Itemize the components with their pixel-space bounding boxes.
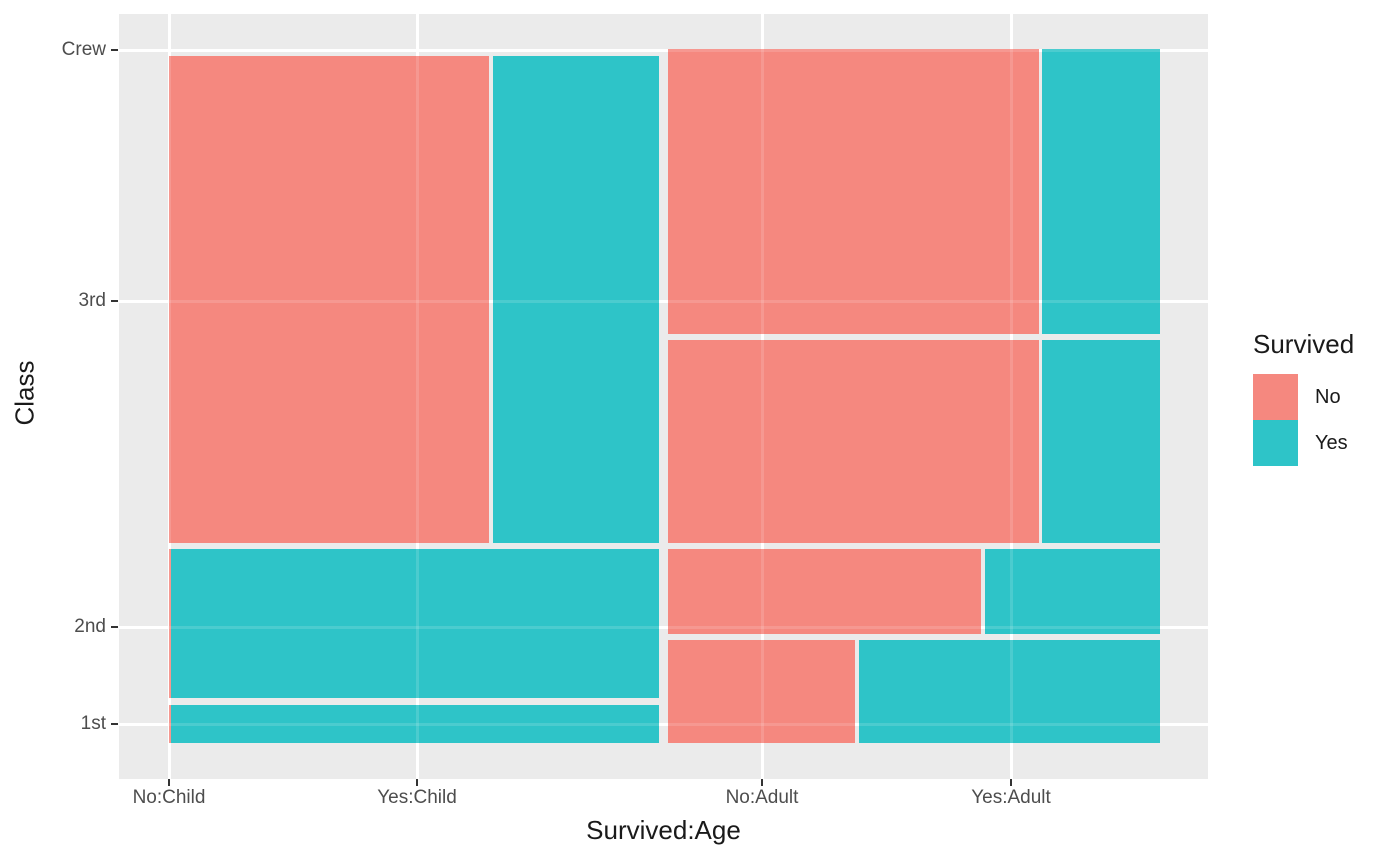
- legend-entry-no: No: [1253, 374, 1354, 420]
- legend-label-no: No: [1315, 385, 1341, 408]
- y-tick-label: 3rd: [78, 290, 106, 311]
- mosaic-cell-3rd-yes-adult: [1042, 340, 1160, 543]
- mosaic-cell-3rd-no-adult: [668, 340, 1039, 543]
- x-tick-label: No:Adult: [725, 787, 799, 808]
- major-gridline-horizontal: [119, 626, 1208, 629]
- legend-swatch-no: [1253, 374, 1298, 420]
- mosaic-cell-1st-yes-adult: [859, 640, 1160, 743]
- x-tick-label: Yes:Adult: [971, 787, 1051, 808]
- y-tick-label: Crew: [61, 39, 106, 60]
- gridline-overlay-horizontal: [119, 300, 1208, 303]
- y-axis-tick: [111, 626, 118, 628]
- legend-entry-yes: Yes: [1253, 420, 1354, 466]
- legend-label-yes: Yes: [1315, 431, 1348, 454]
- gridline-overlay-horizontal: [119, 626, 1208, 629]
- plot-panel: [119, 14, 1208, 779]
- y-axis-tick: [111, 300, 118, 302]
- gridline-overlay-vertical: [1010, 14, 1013, 779]
- mosaic-cell-3rd-yes-child: [493, 56, 659, 543]
- legend: Survived No Yes: [1253, 330, 1354, 466]
- mosaic-cell-1st-no-adult: [668, 640, 855, 743]
- mosaic-cell-1st-no-child: [169, 705, 171, 743]
- mosaic-cell-1st-yes-child: [171, 705, 659, 743]
- mosaic-cell-2nd-yes-adult: [985, 549, 1160, 634]
- gridline-overlay-horizontal: [119, 723, 1208, 726]
- y-tick-label: 1st: [80, 713, 106, 734]
- gridline-overlay-horizontal: [119, 49, 1208, 52]
- mosaic-cell-2nd-no-child: [169, 549, 171, 698]
- mosaic-cell-3rd-no-child: [169, 56, 489, 543]
- mosaic-cell-crew-yes-adult: [1042, 49, 1160, 334]
- x-axis-tick: [168, 779, 170, 786]
- x-tick-label: Yes:Child: [377, 787, 457, 808]
- mosaic-cell-2nd-no-adult: [668, 549, 981, 634]
- gridline-overlay-vertical: [416, 14, 419, 779]
- y-axis-tick: [111, 723, 118, 725]
- legend-swatch-yes: [1253, 420, 1298, 466]
- major-gridline-horizontal: [119, 300, 1208, 303]
- mosaic-cell-2nd-yes-child: [171, 549, 659, 698]
- x-axis-tick: [1010, 779, 1012, 786]
- x-axis-tick: [761, 779, 763, 786]
- x-axis-title: Survived:Age: [586, 815, 741, 845]
- y-axis-title: Class: [9, 360, 40, 426]
- x-tick-label: No:Child: [132, 787, 206, 808]
- y-tick-label: 2nd: [74, 616, 106, 637]
- gridline-overlay-vertical: [761, 14, 764, 779]
- gridline-overlay-vertical: [168, 14, 171, 779]
- major-gridline-horizontal: [119, 723, 1208, 726]
- legend-title: Survived: [1253, 329, 1355, 359]
- y-axis-tick: [111, 49, 118, 51]
- major-gridline-horizontal: [119, 49, 1208, 52]
- mosaic-cell-crew-no-adult: [668, 49, 1039, 334]
- x-axis-tick: [416, 779, 418, 786]
